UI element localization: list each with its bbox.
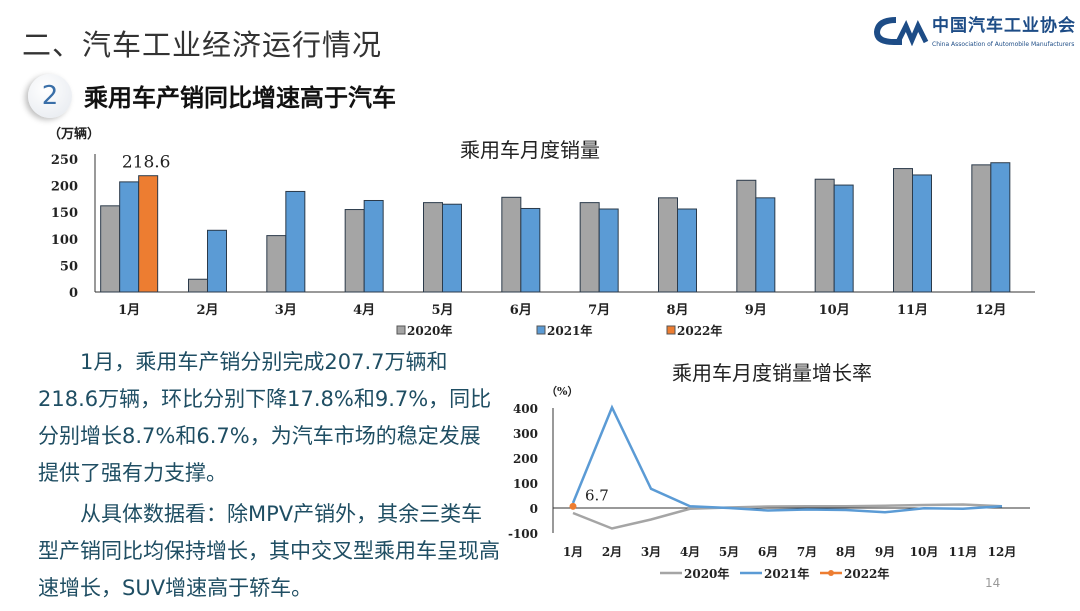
data-label: 6.7	[585, 486, 609, 504]
y-tick-label: 150	[51, 206, 78, 221]
x-tick-label: 9月	[745, 303, 767, 318]
bar-2020年-4月	[344, 209, 365, 293]
line-2020年	[572, 503, 1003, 530]
bar-2020年-8月	[658, 197, 678, 293]
x-tick-label: 3月	[275, 303, 297, 318]
x-tick-label: 11月	[949, 545, 978, 559]
bar-2020年-12月	[971, 164, 992, 293]
y-tick-label: 0	[530, 502, 538, 516]
x-tick-label: 4月	[680, 545, 700, 559]
chart-title: 乘用车月度销量增长率	[672, 361, 872, 385]
x-tick-label: 10月	[819, 303, 850, 318]
body-paragraph-2: 从具体数据看：除MPV产销外，其余三类车型产销同比均保持增长，其中交叉型乘用车呈…	[38, 502, 500, 600]
bar-2020年-6月	[501, 196, 522, 293]
bar-2021年-12月	[990, 162, 1011, 293]
bar-2020年-9月	[736, 179, 757, 293]
x-tick-label: 1月	[118, 303, 140, 318]
y-tick-label: 200	[51, 180, 78, 195]
body-text: 1月，乘用车产销分别完成207.7万辆和218.6万辆，环比分别下降17.8%和…	[38, 344, 500, 611]
x-tick-label: 7月	[588, 303, 610, 318]
line-2021年	[571, 404, 1003, 514]
legend-label: 2020年	[684, 566, 729, 581]
x-tick-label: 5月	[719, 545, 739, 559]
x-tick-label: 2月	[602, 545, 622, 559]
logo-text-en: China Association of Automobile Manufact…	[932, 41, 1075, 48]
x-tick-label: 11月	[897, 303, 928, 318]
caam-logo-mark-icon	[873, 17, 929, 47]
bar-2020年-11月	[893, 168, 913, 293]
y-tick-label: -100	[508, 527, 538, 541]
legend-label: 2021年	[764, 566, 809, 581]
bar-2020年-10月	[814, 178, 835, 293]
x-tick-label: 8月	[836, 545, 856, 559]
x-tick-label: 8月	[666, 303, 688, 318]
y-axis-unit-label: （万辆）	[48, 126, 100, 142]
point-2022年-1月	[569, 502, 577, 510]
bar-2021年-1月	[119, 181, 140, 293]
bar-2021年-8月	[677, 208, 697, 293]
bar-chart-monthly-sales: 乘用车月度销量 （万辆） 0 50 100 150 200 250 1月 2月 3月 4月 5月 6月 7月…	[48, 126, 1035, 338]
x-tick-label: 12月	[988, 545, 1017, 559]
bar-2021年-6月	[520, 207, 541, 293]
y-axis-unit-label: （%）	[546, 385, 578, 398]
bar-2020年-5月	[423, 202, 443, 293]
y-tick-label: 100	[513, 477, 538, 491]
x-tick-label: 5月	[431, 303, 453, 318]
data-label: 218.6	[122, 153, 171, 173]
bar-2020年-1月	[100, 205, 121, 293]
x-tick-label: 6月	[758, 545, 778, 559]
section-number-badge: 2	[28, 74, 72, 118]
x-tick-label: 2月	[196, 303, 218, 318]
y-tick-label: 300	[513, 427, 538, 441]
bar-2021年-10月	[833, 184, 854, 293]
bar-2021年-3月	[285, 190, 306, 293]
legend-swatch-2021年	[536, 325, 546, 335]
x-tick-label: 12月	[975, 303, 1006, 318]
legend-label: 2021年	[547, 323, 592, 338]
x-tick-label: 1月	[563, 545, 583, 559]
x-tick-label: 9月	[875, 545, 895, 559]
legend-label: 2020年	[407, 323, 452, 338]
x-tick-label: 10月	[910, 545, 939, 559]
bar-2021年-4月	[363, 199, 384, 293]
y-tick-label: 200	[513, 452, 538, 466]
bar-2021年-7月	[598, 208, 619, 293]
body-paragraph-1: 1月，乘用车产销分别完成207.7万辆和218.6万辆，环比分别下降17.8%和…	[38, 350, 492, 485]
x-tick-label: 3月	[641, 545, 661, 559]
x-tick-label: 6月	[510, 303, 532, 318]
y-tick-label: 0	[69, 286, 78, 301]
x-tick-label: 7月	[797, 545, 817, 559]
bar-2020年-7月	[579, 202, 600, 293]
bar-2021年-2月	[207, 229, 227, 293]
logo-text-cn: 中国汽车工业协会	[932, 16, 1076, 36]
x-tick-label: 4月	[353, 303, 375, 318]
bar-2020年-2月	[188, 278, 208, 293]
y-tick-label: 400	[513, 402, 538, 416]
bar-2022年-1月	[138, 175, 159, 293]
chart-title: 乘用车月度销量	[460, 138, 600, 162]
line-chart-growth-rate: 乘用车月度销量增长率 （%） -100 0 100 200 300 400 1月 2月 3月 4月 5月…	[508, 361, 1030, 581]
legend-swatch-2020年	[396, 325, 406, 335]
caam-logo: 中国汽车工业协会 China Association of Automobile…	[873, 16, 1076, 54]
bar-2021年-11月	[912, 174, 932, 293]
section-title: 二、汽车工业经济运行情况	[22, 28, 383, 62]
legend-label: 2022年	[677, 323, 722, 338]
y-tick-label: 50	[60, 259, 78, 274]
slide-subtitle: 乘用车产销同比增速高于汽车	[84, 84, 396, 112]
bar-2020年-3月	[266, 235, 287, 293]
y-tick-label: 100	[51, 233, 78, 248]
bar-2021年-9月	[755, 197, 776, 293]
page-number: 14	[985, 576, 1001, 590]
legend-marker-2022年	[828, 570, 834, 576]
bar-2021年-5月	[442, 203, 462, 293]
y-tick-label: 250	[51, 153, 78, 168]
legend-label: 2022年	[844, 566, 889, 581]
legend-swatch-2022年	[666, 325, 676, 335]
